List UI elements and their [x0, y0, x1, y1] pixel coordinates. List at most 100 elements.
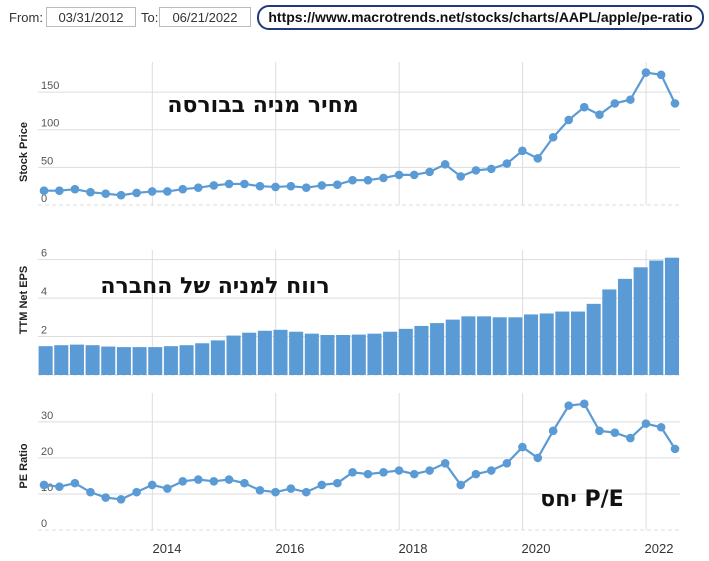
price-point [626, 95, 635, 104]
pe-point [595, 426, 604, 436]
pe-point [55, 482, 64, 492]
pe-point [409, 469, 419, 479]
pe-point [70, 478, 80, 488]
pe-point [487, 466, 496, 475]
price-point [70, 184, 80, 194]
x-tick-2016: 2016 [276, 541, 305, 556]
eps-bar [195, 343, 210, 375]
date-range-bar: From: 03/31/2012 To: 06/21/2022 https://… [0, 0, 709, 36]
eps-bar [289, 331, 304, 375]
eps-bar [101, 346, 116, 375]
eps-bar [226, 335, 241, 375]
pe-point [363, 469, 373, 479]
source-url: https://www.macrotrends.net/stocks/chart… [257, 5, 704, 30]
eps-bar [492, 317, 507, 375]
eps-y-label: TTM Net EPS [18, 266, 30, 334]
pe-point [147, 480, 157, 490]
eps-bar [85, 345, 100, 375]
eps-bar [320, 335, 335, 375]
eps-bar [524, 314, 539, 375]
pe-point [132, 487, 141, 497]
pe-point [564, 401, 574, 410]
eps-bar [116, 347, 131, 375]
eps-bar [633, 267, 648, 375]
price-point [471, 166, 481, 175]
price-point [55, 186, 64, 195]
eps-bar [54, 345, 69, 375]
eps-bar [539, 313, 554, 375]
pe-point [193, 475, 203, 484]
eps-bar [461, 316, 476, 375]
pe-point [163, 484, 172, 493]
from-label: From: [9, 10, 43, 25]
price-point [440, 160, 450, 169]
price-point [425, 167, 434, 177]
pe-point [317, 480, 327, 490]
y-tick-label: 0 [41, 193, 47, 205]
pe-point [271, 487, 280, 497]
eps-bar [477, 316, 492, 375]
eps-bar [602, 289, 617, 375]
eps-bar [351, 334, 366, 375]
eps-bar [414, 325, 429, 375]
eps-bar [132, 347, 147, 375]
eps-bar [555, 311, 570, 375]
pe-point [101, 493, 110, 502]
pe-point [440, 459, 450, 468]
pe-point [471, 469, 481, 479]
price-point [656, 70, 666, 80]
x-tick-2020: 2020 [522, 541, 551, 556]
pe-point [533, 453, 543, 463]
y-tick-label: 50 [41, 155, 53, 167]
price-point [348, 175, 357, 185]
eps-bar [38, 346, 53, 375]
pe-point [224, 475, 234, 484]
price-point [363, 175, 373, 185]
pe-y-label: PE Ratio [18, 443, 30, 489]
price-point [518, 146, 527, 156]
y-tick-label: 4 [41, 286, 47, 298]
eps-bar [649, 260, 664, 375]
from-date-input[interactable]: 03/31/2012 [46, 7, 136, 27]
y-tick-label: 20 [41, 446, 53, 458]
pe-point [301, 487, 311, 497]
y-tick-label: 0 [41, 518, 47, 530]
pe-point [39, 480, 49, 490]
price-point [163, 187, 172, 196]
pe-point [240, 478, 249, 488]
price-point [178, 184, 188, 194]
to-date-input[interactable]: 06/21/2022 [159, 7, 251, 27]
eps-annotation: רווח למניה של החברה [100, 274, 329, 299]
y-tick-label: 2 [41, 325, 47, 337]
pe-point [579, 399, 589, 409]
price-point [409, 170, 419, 180]
price-point [317, 181, 327, 190]
pe-point [456, 480, 466, 490]
price-point [333, 180, 342, 189]
eps-bar [163, 346, 178, 375]
eps-bar [304, 333, 319, 375]
price-point [579, 102, 589, 112]
eps-bar [570, 311, 586, 375]
pe-point [379, 468, 388, 477]
eps-bar [273, 329, 288, 375]
eps-bar [383, 331, 398, 375]
price-annotation: מחיר מניה בבורסה [167, 93, 358, 118]
eps-bar [210, 340, 225, 375]
price-point [394, 170, 404, 180]
price-point [301, 183, 311, 192]
pe-point [86, 487, 95, 497]
pe-point [394, 466, 404, 475]
eps-bar [148, 347, 163, 375]
pe-point [348, 468, 357, 477]
y-tick-label: 30 [41, 410, 53, 422]
pe-point [548, 426, 558, 436]
price-point [533, 154, 543, 163]
price-point [193, 183, 203, 192]
eps-bar [664, 257, 679, 375]
price-point [502, 159, 512, 168]
pe-point [502, 459, 512, 468]
pe-point [286, 484, 296, 493]
price-point [548, 132, 558, 142]
pe-point [116, 495, 126, 504]
